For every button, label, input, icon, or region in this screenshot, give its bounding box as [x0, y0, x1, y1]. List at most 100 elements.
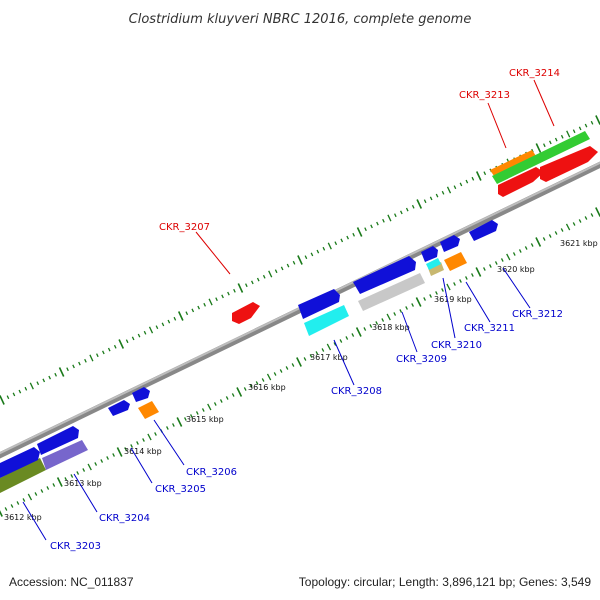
connector-ckr-3208	[333, 339, 355, 386]
gene-ckr-3207[interactable]	[232, 302, 260, 324]
gene-ckr-3211[interactable]	[444, 252, 467, 271]
gene-blue-3204[interactable]	[37, 426, 79, 455]
upper-scale-tick	[58, 367, 65, 377]
upper-scale-tick	[268, 270, 273, 278]
lower-scale-tick	[46, 486, 50, 490]
lower-scale-tick	[506, 253, 511, 261]
label-ckr-3210[interactable]: CKR_3210	[431, 340, 482, 351]
upper-scale-tick	[78, 361, 81, 366]
lower-scale-tick	[584, 216, 588, 220]
lower-scale-tick	[255, 381, 259, 385]
lower-scale-tick	[56, 477, 63, 487]
gene-ckr-3208[interactable]	[304, 305, 349, 336]
upper-scale-tick	[36, 381, 40, 386]
upper-scale-tick	[125, 339, 129, 344]
lower-scale-tick	[489, 264, 492, 268]
label-ckr-3208[interactable]: CKR_3208	[331, 386, 382, 397]
label-ckr-3207[interactable]: CKR_3207	[159, 222, 210, 233]
upper-scale-tick	[89, 354, 94, 362]
lower-scale-tick	[130, 444, 133, 448]
lower-scale-tick	[166, 426, 169, 430]
gene-ckr-3213[interactable]	[490, 150, 536, 176]
gene-ckr-3204[interactable]	[42, 440, 88, 470]
gene-cyan-3210[interactable]	[426, 258, 441, 270]
scale-labels: 3612 kbp 3613 kbp 3614 kbp 3615 kbp 3616…	[4, 239, 598, 522]
upper-scale-tick	[137, 333, 141, 338]
upper-scale-tick	[376, 221, 379, 226]
gene-ckr-3203[interactable]	[0, 458, 46, 493]
gene-ckr-3210[interactable]	[428, 262, 444, 276]
label-ckr-3214[interactable]: CKR_3214	[509, 68, 560, 79]
lower-scale-tick	[375, 321, 379, 325]
upper-scale-tick	[543, 143, 546, 148]
gene-blue-3205b[interactable]	[132, 387, 150, 402]
upper-scale-tick	[66, 367, 69, 372]
gene-blue-left[interactable]	[0, 447, 40, 478]
upper-scale-tick	[435, 193, 439, 198]
lower-scale-tick	[225, 396, 229, 400]
label-ckr-3206[interactable]: CKR_3206	[186, 467, 237, 478]
label-ckr-3203[interactable]: CKR_3203	[50, 541, 101, 552]
upper-scale-tick	[429, 196, 433, 201]
upper-scale-tick	[197, 305, 200, 310]
gene-blue-3208[interactable]	[298, 289, 340, 319]
upper-scale-tick	[475, 171, 482, 181]
gene-blue-3210[interactable]	[421, 246, 438, 262]
upper-scale-tick	[340, 238, 344, 243]
lower-scale-tick	[399, 309, 403, 313]
upper-scale-tick	[237, 283, 244, 293]
label-ckr-3205[interactable]: CKR_3205	[155, 484, 206, 495]
connector-ckr-3210	[442, 277, 456, 339]
top-strand-genes	[232, 131, 598, 324]
lower-scale-tick	[465, 276, 468, 280]
lower-scale-tick	[40, 489, 44, 493]
upper-scale-tick	[148, 326, 154, 334]
upper-scale-tick	[256, 277, 260, 282]
gene-ckr-3205[interactable]	[108, 400, 130, 416]
lower-scale-tick	[249, 384, 253, 388]
connector-ckr-3211	[465, 281, 491, 323]
lower-scale-tick	[64, 477, 68, 481]
label-ckr-3209[interactable]: CKR_3209	[396, 354, 447, 365]
gene-ckr-3212[interactable]	[469, 220, 498, 241]
upper-scale-tick	[394, 213, 397, 218]
lower-scale-tick	[303, 357, 307, 361]
lower-scale-tick	[52, 483, 56, 487]
label-ckr-3213[interactable]: CKR_3213	[459, 90, 510, 101]
lower-scale-tick	[201, 408, 205, 412]
gene-ckr-3209[interactable]	[358, 273, 425, 311]
connector-ckr-3213	[487, 102, 507, 149]
scale-label-3621: 3621 kbp	[560, 239, 598, 248]
lower-scale-tick	[4, 507, 8, 511]
lower-scale-tick	[16, 501, 20, 505]
gene-ckr-3206[interactable]	[138, 401, 159, 419]
gene-blue-3209[interactable]	[353, 256, 416, 294]
label-ckr-3204[interactable]: CKR_3204	[99, 513, 150, 524]
scale-label-3615: 3615 kbp	[186, 415, 224, 424]
lower-scale-tick	[560, 228, 564, 232]
lower-scale-tick	[124, 447, 127, 451]
lower-scale-tick	[82, 468, 86, 472]
label-ckr-3211[interactable]: CKR_3211	[464, 323, 515, 334]
label-ckr-3212[interactable]: CKR_3212	[512, 309, 563, 320]
upper-scale-tick	[292, 260, 296, 265]
upper-scale-tick	[245, 283, 248, 288]
lower-scale-tick	[441, 288, 444, 292]
gene-red-2[interactable]	[540, 146, 598, 182]
gene-labels: CKR_3207 CKR_3213 CKR_3214 CKR_3203 CKR_…	[50, 68, 563, 552]
upper-scale-tick	[382, 218, 385, 223]
lower-scale-tick	[279, 369, 283, 373]
gene-red-1[interactable]	[498, 167, 544, 197]
gene-blue-3211[interactable]	[440, 235, 460, 252]
gene-ckr-3214[interactable]	[492, 131, 590, 184]
upper-scale-tick	[208, 298, 213, 306]
lower-scale-tick	[381, 318, 385, 322]
upper-scale-tick	[286, 263, 290, 268]
upper-scale-tick	[297, 255, 303, 265]
lower-scale-tick	[136, 441, 139, 445]
upper-scale-tick	[405, 207, 409, 212]
upper-scale-tick	[84, 358, 87, 363]
upper-scale-tick	[6, 395, 10, 400]
lower-scale-tick	[213, 402, 217, 406]
